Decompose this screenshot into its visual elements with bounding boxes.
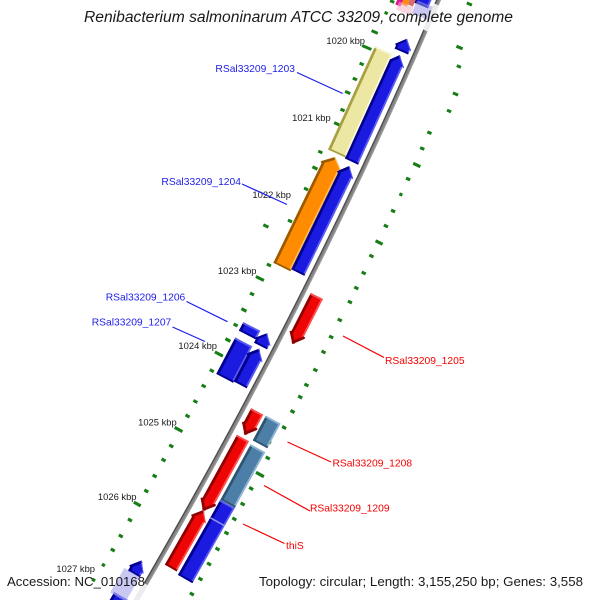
svg-text:1024 kbp: 1024 kbp [178,340,217,351]
svg-text:RSal33209_1205: RSal33209_1205 [385,356,465,367]
svg-text:1025 kbp: 1025 kbp [138,416,177,427]
svg-text:1022 kbp: 1022 kbp [252,189,291,200]
svg-text:RSal33209_1208: RSal33209_1208 [333,459,413,470]
svg-text:Renibacterium salmoninarum ATC: Renibacterium salmoninarum ATCC 33209, c… [84,9,513,26]
svg-text:RSal33209_1204: RSal33209_1204 [161,177,241,188]
svg-text:Accession: NC_010168: Accession: NC_010168 [7,574,145,589]
svg-text:Topology: circular; Length: 3,: Topology: circular; Length: 3,155,250 bp… [259,574,583,589]
svg-text:RSal33209_1206: RSal33209_1206 [106,293,186,304]
svg-text:thiS: thiS [286,541,304,552]
svg-text:RSal33209_1203: RSal33209_1203 [215,64,295,75]
svg-text:1026 kbp: 1026 kbp [98,491,137,502]
svg-text:1027 kbp: 1027 kbp [56,563,95,574]
svg-text:1021 kbp: 1021 kbp [292,112,331,123]
svg-text:RSal33209_1209: RSal33209_1209 [310,504,390,515]
svg-text:1020 kbp: 1020 kbp [326,35,365,46]
svg-text:1023 kbp: 1023 kbp [218,265,257,276]
svg-text:RSal33209_1207: RSal33209_1207 [92,318,172,329]
